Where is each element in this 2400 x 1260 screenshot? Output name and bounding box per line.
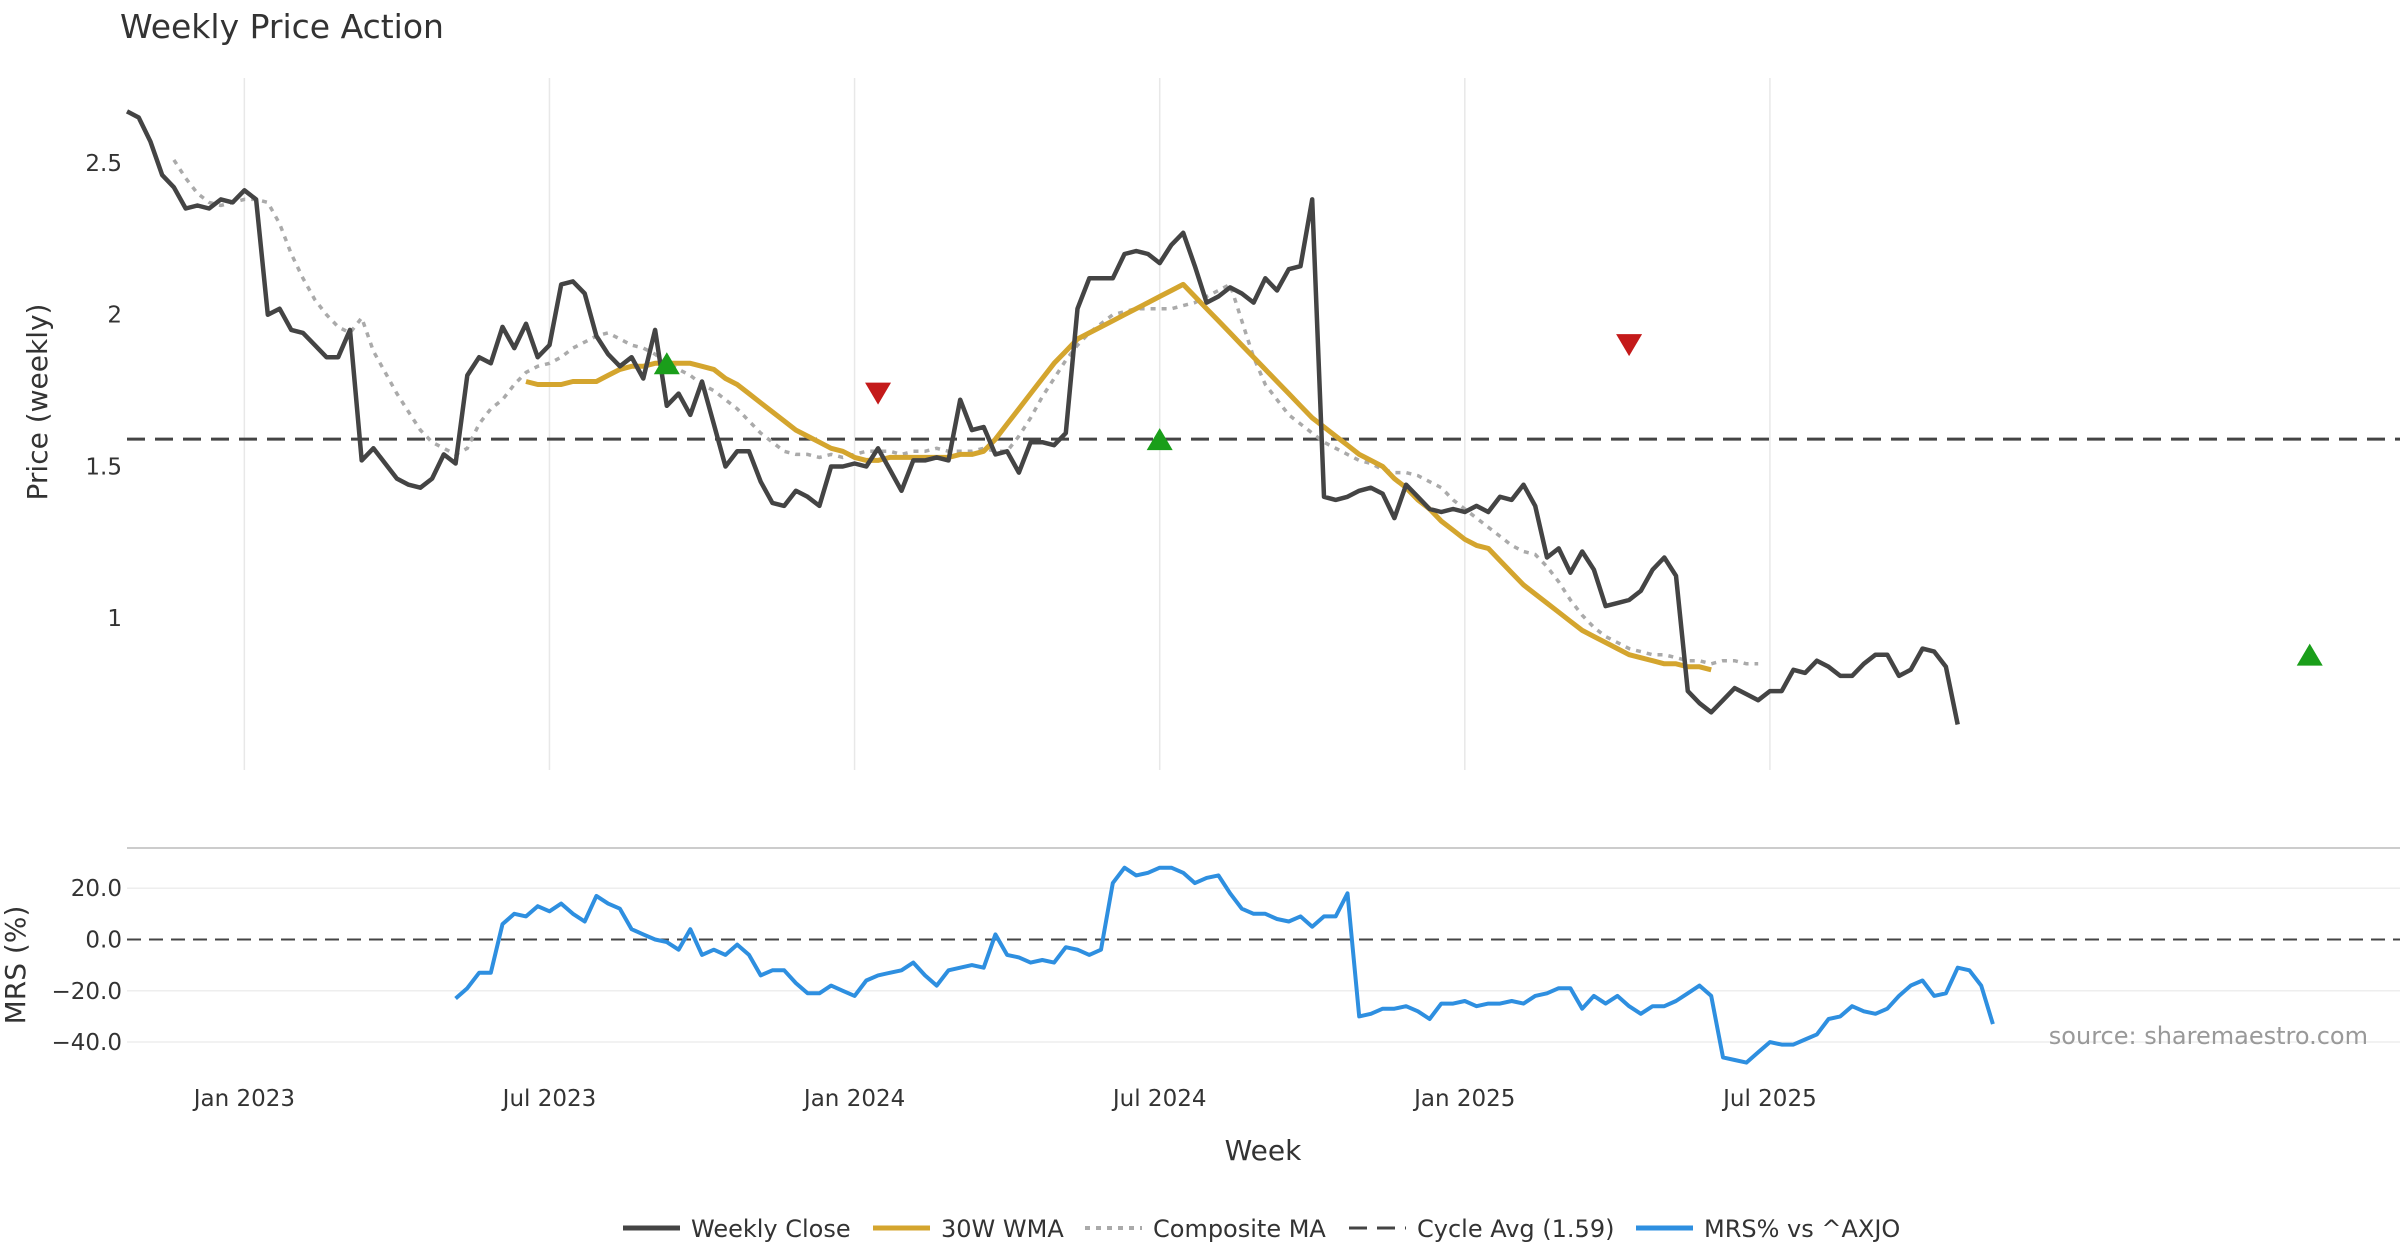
buy-signal-marker (2296, 643, 2323, 666)
buy-signal-marker (1146, 428, 1173, 451)
weekly-close-series (125, 109, 1960, 725)
price-y-tick-label: 2.5 (85, 151, 122, 177)
price-y-axis-title: Price (weekly) (21, 304, 54, 501)
mrs-gridlines (127, 887, 2400, 1043)
x-tick-label: Jul 2024 (1111, 1086, 1207, 1112)
x-tick-label: Jul 2023 (501, 1086, 597, 1112)
wma-30w-series (525, 281, 1712, 673)
mrs-y-tick-label: 0.0 (85, 927, 122, 953)
mrs-y-tick-label: 20.0 (71, 876, 122, 902)
x-tick-label: Jan 2023 (192, 1086, 295, 1112)
mrs-panel: 20.0 0.0 −20.0 −40.0 MRS (%) (0, 847, 2400, 1065)
mrs-y-tick-label: −20.0 (52, 979, 122, 1005)
legend-label-cycle: Cycle Avg (1.59) (1417, 1215, 1614, 1243)
composite-ma-series (172, 158, 1759, 666)
x-axis-ticks: Jan 2023 Jul 2023 Jan 2024 Jul 2024 Jan 2025… (192, 1086, 1817, 1112)
price-y-ticks: 1 1.5 2 2.5 (85, 151, 122, 632)
legend-label-close: Weekly Close (691, 1215, 851, 1243)
chart-title: Weekly Price Action (120, 7, 444, 46)
mrs-y-axis-title: MRS (%) (0, 906, 32, 1025)
x-tick-label: Jan 2025 (1412, 1086, 1515, 1112)
signal-markers (653, 334, 2323, 666)
legend: Weekly Close 30W WMA Composite MA Cycle Avg… (623, 1215, 1900, 1243)
price-y-tick-label: 2 (107, 303, 122, 329)
x-axis-title: Week (1225, 1134, 1302, 1167)
sell-signal-marker (1616, 334, 1643, 357)
mrs-y-ticks: 20.0 0.0 −20.0 −40.0 (52, 876, 122, 1056)
sell-signal-marker (865, 382, 892, 405)
price-panel: 1 1.5 2 2.5 Price (weekly) (21, 78, 2400, 770)
x-tick-label: Jul 2025 (1721, 1086, 1817, 1112)
price-y-tick-label: 1.5 (85, 454, 122, 480)
price-y-tick-label: 1 (107, 606, 122, 632)
price-gridlines (243, 78, 1771, 770)
buy-signal-marker (653, 352, 680, 375)
x-tick-label: Jan 2024 (802, 1086, 905, 1112)
legend-label-composite: Composite MA (1153, 1215, 1326, 1243)
source-label: source: sharemaestro.com (2049, 1022, 2368, 1050)
mrs-series (454, 865, 1995, 1065)
legend-label-mrs: MRS% vs ^AXJO (1704, 1215, 1900, 1243)
legend-label-wma: 30W WMA (941, 1215, 1064, 1243)
mrs-y-tick-label: −40.0 (52, 1030, 122, 1056)
